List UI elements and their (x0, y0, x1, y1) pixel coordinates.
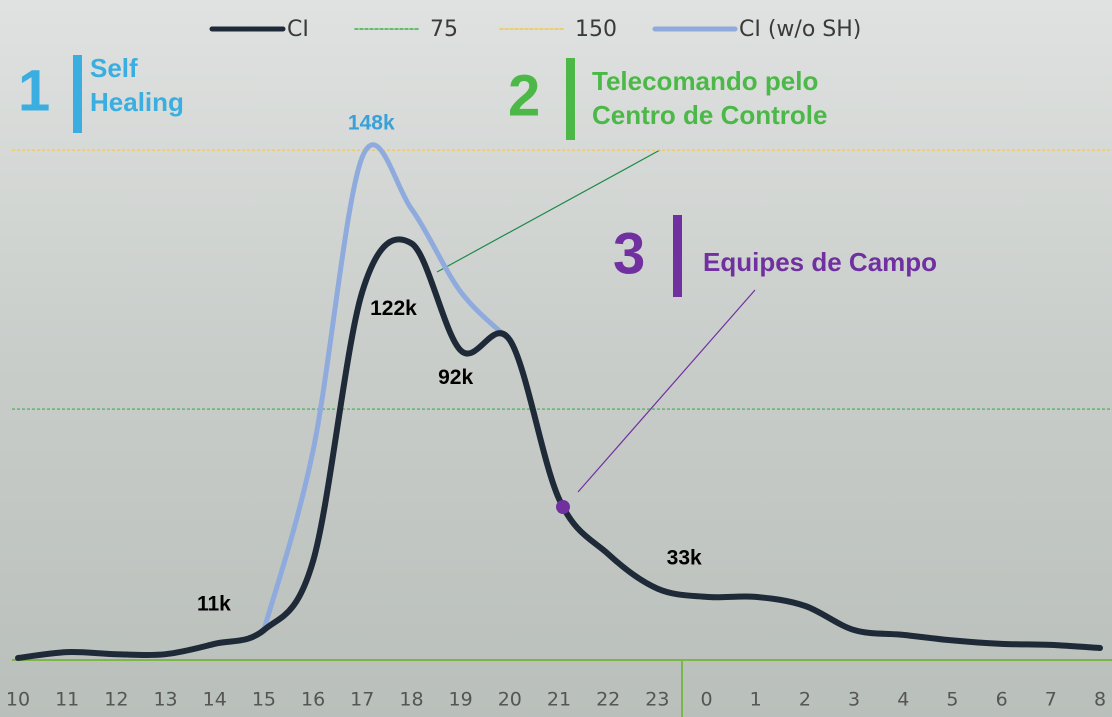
x-tick-label: 17 (350, 689, 374, 711)
x-tick-label: 13 (153, 689, 177, 711)
chart: 101112131415161718192021222301234567811k… (0, 0, 1112, 717)
annotation-text: Self (90, 53, 138, 83)
value-label: 148k (348, 112, 395, 135)
legend-label: CI (w/o SH) (739, 17, 861, 42)
x-tick-label: 20 (498, 689, 522, 711)
annotation-number: 3 (613, 221, 645, 286)
x-tick-label: 10 (6, 689, 30, 711)
x-tick-label: 8 (1094, 689, 1106, 711)
x-tick-label: 3 (848, 689, 860, 711)
annotation-number: 1 (18, 58, 50, 123)
x-tick-label: 12 (104, 689, 128, 711)
value-label: 33k (667, 547, 702, 570)
legend-label: CI (287, 17, 309, 42)
value-label: 122k (370, 297, 417, 320)
x-tick-label: 0 (700, 689, 712, 711)
x-tick-label: 11 (55, 689, 79, 711)
x-tick-label: 15 (252, 689, 276, 711)
x-tick-label: 4 (897, 689, 909, 711)
x-tick-label: 1 (750, 689, 762, 711)
annotation-text: Equipes de Campo (703, 247, 937, 277)
annotation-text: Centro de Controle (592, 100, 827, 130)
x-tick-label: 18 (399, 689, 423, 711)
x-tick-label: 6 (996, 689, 1008, 711)
annotation-text: Telecomando pelo (592, 66, 818, 96)
annotation-text: Healing (90, 87, 184, 117)
marker-dot (556, 500, 570, 514)
x-tick-label: 23 (645, 689, 669, 711)
value-label: 92k (438, 366, 473, 389)
value-label: 11k (197, 593, 231, 616)
x-tick-label: 14 (203, 689, 227, 711)
annotation-bar (566, 58, 575, 140)
annotation-bar (73, 55, 82, 133)
x-tick-label: 19 (449, 689, 473, 711)
x-tick-label: 21 (547, 689, 571, 711)
x-tick-label: 7 (1045, 689, 1057, 711)
x-tick-label: 5 (946, 689, 958, 711)
x-tick-label: 22 (596, 689, 620, 711)
x-tick-label: 2 (799, 689, 811, 711)
annotation-number: 2 (508, 63, 540, 128)
annotation-bar (673, 215, 682, 297)
x-tick-label: 16 (301, 689, 325, 711)
legend-label: 150 (575, 17, 617, 42)
legend-label: 75 (430, 17, 458, 42)
